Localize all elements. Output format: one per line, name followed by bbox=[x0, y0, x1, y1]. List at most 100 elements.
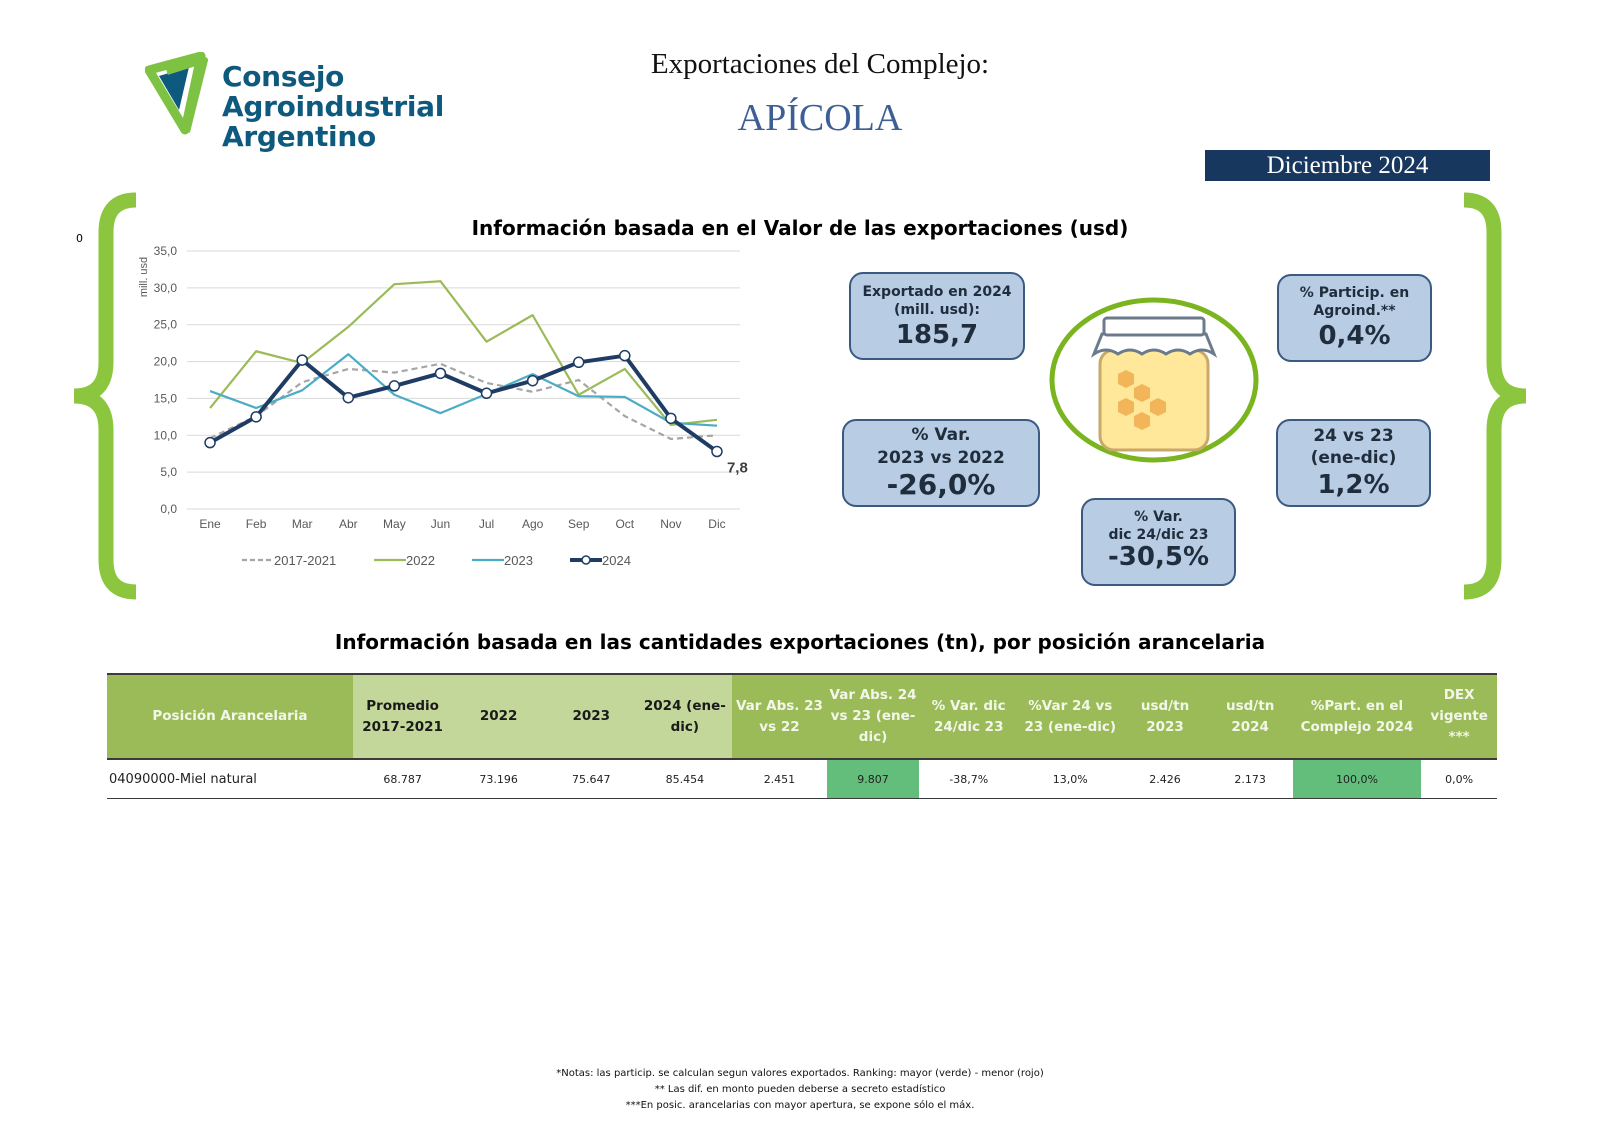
x-tick-label: Jul bbox=[479, 517, 494, 531]
logo-icon bbox=[145, 52, 208, 135]
kpi-label: 24 vs 23 bbox=[1313, 426, 1394, 446]
page-title: Exportaciones del Complejo: bbox=[650, 48, 990, 80]
logo-line: Argentino bbox=[222, 120, 376, 153]
series-line-2023 bbox=[209, 353, 718, 427]
section-title-quantity: Información basada en las cantidades exp… bbox=[334, 630, 1266, 654]
left-brace-icon bbox=[73, 192, 137, 600]
table-cell: 68.787 bbox=[352, 759, 453, 799]
x-tick-label: Sep bbox=[568, 517, 590, 531]
footnote: ** Las dif. en monto pueden deberse a se… bbox=[654, 1084, 946, 1095]
chart-grid: 0,0 5,0 10,0 15,0 20,0 25,0 30,0 35,0 Ene Feb Mar A… bbox=[154, 244, 740, 531]
kpi-label: dic 24/dic 23 bbox=[1108, 527, 1209, 543]
x-tick-label: Abr bbox=[339, 517, 358, 531]
table-header-row: Posición Arancelaria Promedio 2017-2021 20… bbox=[107, 674, 1497, 759]
y-tick-label: 30,0 bbox=[154, 281, 178, 295]
section-title-value: Información basada en el Valor de las ex… bbox=[471, 216, 1129, 240]
kpi-value: 185,7 bbox=[895, 320, 979, 350]
data-point bbox=[250, 411, 262, 423]
series-line-2024 bbox=[209, 353, 719, 454]
kpi-label: Exportado en 2024 bbox=[862, 284, 1012, 300]
y-tick-label: 0,0 bbox=[160, 502, 177, 516]
x-tick-label: Ago bbox=[522, 517, 544, 531]
table-cell: 2.426 bbox=[1122, 759, 1208, 799]
table-cell: 2.451 bbox=[732, 759, 827, 799]
table-cell: 85.454 bbox=[637, 759, 733, 799]
data-point bbox=[619, 349, 631, 362]
kpi-value: 1,2% bbox=[1317, 470, 1390, 500]
kpi-var-24-23: 24 vs 23 (ene-dic) 1,2% bbox=[1276, 419, 1431, 507]
data-label: 7,8 bbox=[727, 460, 748, 477]
legend-marker bbox=[581, 555, 591, 565]
table-cell: 0,0% bbox=[1421, 759, 1497, 799]
x-tick-label: Dic bbox=[708, 517, 725, 531]
data-point bbox=[434, 367, 447, 380]
table-cell: 75.647 bbox=[544, 759, 638, 799]
logo-text: Consejo Agroindustrial Argentino bbox=[222, 62, 444, 152]
y-axis-label: mill. usd bbox=[138, 257, 150, 297]
stray-label: 0 bbox=[76, 232, 83, 245]
column-header: 2022 bbox=[452, 674, 545, 759]
kpi-particip: % Particip. en Agroind.** 0,4% bbox=[1277, 274, 1432, 362]
kpi-var-dic: % Var. dic 24/dic 23 -30,5% bbox=[1081, 498, 1236, 586]
kpi-label: (ene-dic) bbox=[1310, 448, 1397, 468]
table-row: 04090000-Miel natural 68.787 73.196 75.647 8… bbox=[107, 759, 1497, 799]
column-header: usd/tn 2024 bbox=[1207, 674, 1293, 759]
column-header: Var Abs. 24 vs 23 (ene-dic) bbox=[826, 674, 920, 759]
column-header: 2024 (ene-dic) bbox=[637, 674, 733, 759]
period-badge: Diciembre 2024 bbox=[1205, 150, 1490, 181]
footnote: ***En posic. arancelarias con mayor aper… bbox=[625, 1100, 975, 1111]
y-tick-label: 25,0 bbox=[154, 318, 178, 332]
table-cell: 2.173 bbox=[1207, 759, 1293, 799]
table-cell: 73.196 bbox=[452, 759, 545, 799]
column-header: %Var 24 vs 23 (ene-dic) bbox=[1018, 674, 1123, 759]
table-cell: 04090000-Miel natural bbox=[107, 759, 353, 799]
y-tick-label: 35,0 bbox=[154, 244, 178, 258]
series-line-2017-2021 bbox=[209, 362, 718, 441]
table-cell: 13,0% bbox=[1018, 759, 1123, 799]
data-point bbox=[480, 387, 493, 400]
legend-label: 2017-2021 bbox=[274, 553, 336, 568]
x-tick-label: May bbox=[383, 517, 406, 531]
data-point bbox=[711, 445, 723, 458]
y-tick-label: 15,0 bbox=[154, 391, 178, 405]
data-point bbox=[342, 391, 355, 404]
kpi-label: % Particip. en bbox=[1299, 285, 1410, 301]
line-chart: 0,0 5,0 10,0 15,0 20,0 25,0 30,0 35,0 Ene Feb Mar A… bbox=[138, 244, 748, 568]
kpi-exported: Exportado en 2024 (mill. usd): 185,7 bbox=[849, 272, 1025, 360]
kpi-label: (mill. usd): bbox=[894, 302, 980, 318]
footnotes: *Notas: las particip. se calculan segun … bbox=[400, 1066, 1200, 1114]
x-tick-label: Oct bbox=[615, 517, 634, 531]
complex-name: APÍCOLA bbox=[737, 97, 903, 139]
honey-jar-icon bbox=[1049, 297, 1259, 463]
x-tick-label: Feb bbox=[246, 517, 267, 531]
kpi-value: -26,0% bbox=[886, 468, 996, 501]
series-line-2022 bbox=[209, 280, 718, 427]
kpi-label: Agroind.** bbox=[1313, 303, 1396, 319]
column-header: DEX vigente *** bbox=[1421, 674, 1497, 759]
footnote: *Notas: las particip. se calculan segun … bbox=[556, 1068, 1044, 1079]
kpi-value: -30,5% bbox=[1108, 542, 1209, 572]
kpi-label: % Var. bbox=[911, 425, 971, 445]
column-header: Promedio 2017-2021 bbox=[352, 674, 453, 759]
legend-label: 2024 bbox=[602, 553, 631, 568]
kpi-var-23-22: % Var. 2023 vs 2022 -26,0% bbox=[842, 419, 1040, 507]
x-tick-label: Jun bbox=[431, 517, 450, 531]
column-header: Var Abs. 23 vs 22 bbox=[732, 674, 827, 759]
y-tick-label: 5,0 bbox=[160, 465, 177, 479]
data-point bbox=[665, 412, 677, 425]
x-tick-label: Ene bbox=[199, 517, 221, 531]
column-header: % Var. dic 24/dic 23 bbox=[919, 674, 1019, 759]
logo-line: Agroindustrial bbox=[222, 90, 445, 123]
column-header: Posición Arancelaria bbox=[107, 674, 353, 759]
data-point bbox=[526, 374, 539, 387]
right-brace-icon bbox=[1463, 192, 1527, 600]
data-point bbox=[572, 356, 585, 369]
y-tick-label: 10,0 bbox=[154, 428, 178, 442]
column-header: usd/tn 2023 bbox=[1122, 674, 1208, 759]
legend-label: 2022 bbox=[406, 553, 435, 568]
x-tick-label: Nov bbox=[660, 517, 681, 531]
table-cell: 9.807 bbox=[826, 759, 920, 799]
column-header: 2023 bbox=[544, 674, 638, 759]
legend-label: 2023 bbox=[504, 553, 533, 568]
logo-line: Consejo bbox=[222, 60, 345, 93]
